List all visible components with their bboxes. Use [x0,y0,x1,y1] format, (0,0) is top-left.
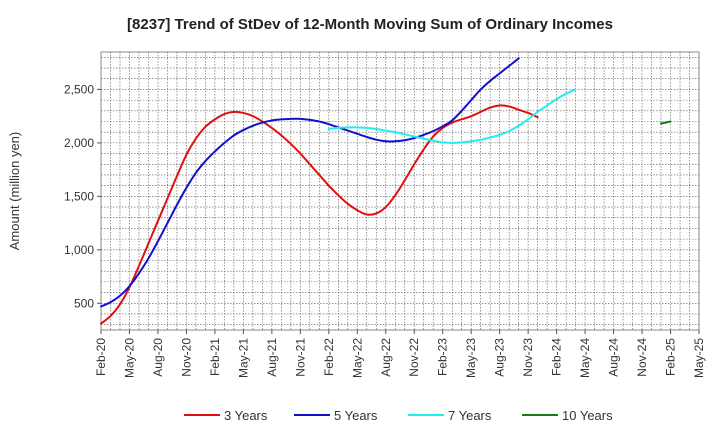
legend-label-10-years: 10 Years [562,408,613,423]
series-line-3-years [100,104,539,325]
series-lines [100,57,672,325]
x-tick-label: Feb-22 [322,338,336,376]
y-axis-label: Amount (million yen) [7,132,22,251]
y-tick-label: 500 [74,296,94,310]
y-tick-label: 2,000 [64,136,94,150]
x-tick-label: Aug-20 [151,338,165,377]
x-tick-label: Aug-22 [379,338,393,377]
x-tick-label: Nov-21 [293,338,307,377]
y-tick-label: 1,500 [64,189,94,203]
legend: 3 Years 5 Years 7 Years 10 Years [184,408,613,423]
series-line-10-years [660,120,672,125]
x-tick-label: May-24 [578,338,592,378]
x-tick-label: Feb-25 [664,338,678,376]
x-tick-label: May-22 [350,338,364,378]
series-line-7-years [327,88,577,144]
x-tick-label: Nov-23 [521,338,535,377]
grid-lines [101,52,699,330]
x-axis-ticks: Feb-20 May-20 Aug-20 Nov-20 Feb-21 May-21 Aug-… [94,330,706,378]
x-tick-label: Feb-24 [550,338,564,376]
legend-label-7-years: 7 Years [448,408,492,423]
x-tick-label: Feb-20 [94,338,108,376]
x-tick-label: Aug-24 [607,338,621,377]
y-tick-label: 1,000 [64,243,94,257]
x-tick-label: May-21 [236,338,250,378]
x-tick-label: Aug-21 [265,338,279,377]
plot-area [100,51,700,331]
x-tick-label: May-20 [122,338,136,378]
x-tick-label: Nov-24 [635,338,649,377]
y-axis-ticks: 500 1,000 1,500 2,000 2,500 [64,82,101,310]
legend-label-5-years: 5 Years [334,408,378,423]
x-tick-label: May-25 [692,338,706,378]
chart-title: [8237] Trend of StDev of 12-Month Moving… [127,16,613,33]
x-tick-label: Nov-22 [407,338,421,377]
x-tick-label: Feb-23 [436,338,450,376]
x-tick-label: Feb-21 [208,338,222,376]
x-tick-label: Aug-23 [493,338,507,377]
x-tick-label: Nov-20 [179,338,193,377]
x-tick-label: May-23 [464,338,478,378]
legend-label-3-years: 3 Years [224,408,268,423]
y-tick-label: 2,500 [64,82,94,96]
series-line-5-years [100,57,520,308]
